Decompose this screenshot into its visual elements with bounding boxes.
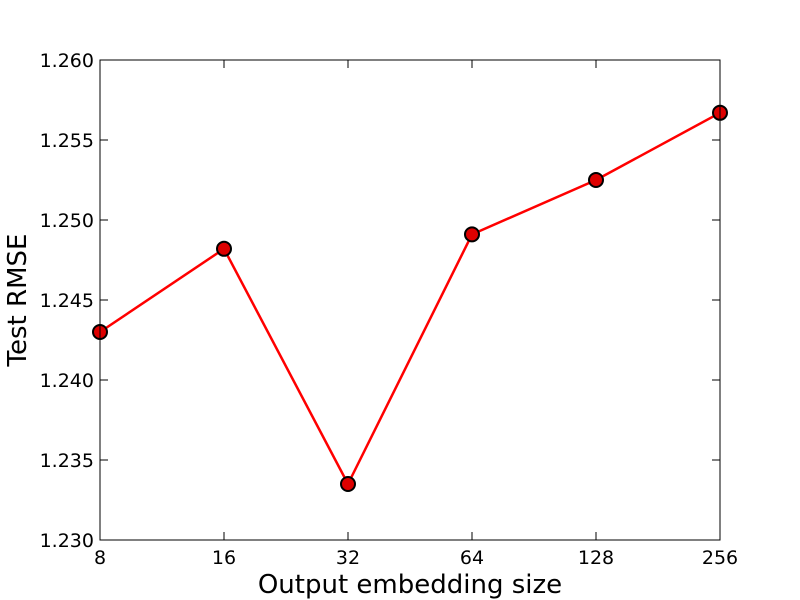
x-tick-label: 128 [578, 547, 614, 569]
data-point [464, 226, 480, 243]
plot-area-frame [99, 59, 721, 541]
x-tick-label: 64 [460, 547, 484, 569]
y-tick-label: 1.250 [40, 210, 94, 232]
x-tick-label: 8 [94, 547, 106, 569]
data-point [340, 476, 356, 492]
y-axis-title: Test RMSE [3, 234, 33, 368]
y-tick-label: 1.245 [40, 290, 94, 312]
x-tick-label: 32 [336, 547, 360, 569]
x-tick-label: 16 [212, 547, 236, 569]
data-point [216, 240, 232, 257]
x-axis-title: Output embedding size [258, 570, 562, 600]
data-point [588, 172, 604, 188]
x-axis-ticks: 8 16 32 64 128 256 [94, 60, 738, 569]
y-tick-label: 1.230 [40, 530, 94, 552]
y-axis-ticks: 1.230 1.235 1.240 1.245 1.250 1.255 1.260 [40, 50, 720, 552]
series-layer [92, 104, 728, 492]
y-tick-label: 1.255 [40, 130, 94, 152]
series-line [99, 111, 721, 486]
y-tick-label: 1.240 [40, 370, 94, 392]
y-tick-label: 1.235 [40, 450, 94, 472]
y-tick-label: 1.260 [40, 50, 94, 72]
x-tick-label: 256 [702, 547, 738, 569]
